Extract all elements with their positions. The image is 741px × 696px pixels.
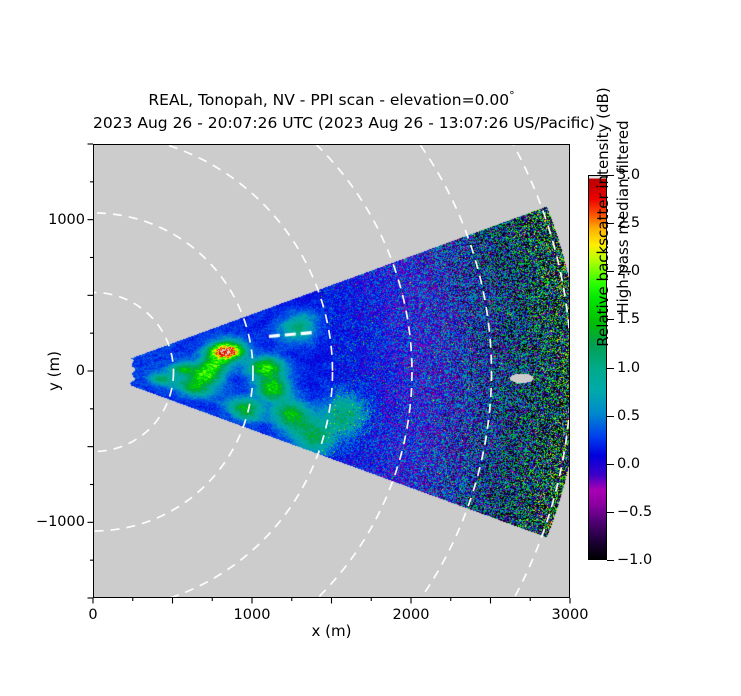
colorbar-tick-label: 2.5 bbox=[617, 215, 641, 232]
colorbar-tick-label: −1.0 bbox=[617, 552, 653, 568]
x-tick-label: 1000 bbox=[233, 607, 271, 623]
y-tick-label: −1000 bbox=[35, 514, 85, 531]
colorbar-tick bbox=[607, 415, 614, 417]
colorbar-tick-label: 1.0 bbox=[617, 359, 641, 376]
x-tick-label: 2000 bbox=[392, 607, 430, 623]
colorbar-label: Relative backscatter intensity (dB) High… bbox=[593, 67, 633, 367]
colorbar-tick-label: 0.5 bbox=[617, 407, 641, 424]
colorbar-tick-label: 2.0 bbox=[617, 263, 641, 280]
colorbar-tick bbox=[607, 223, 614, 225]
colorbar-tick-label: −0.5 bbox=[617, 503, 653, 520]
colorbar-tick-label: 0.0 bbox=[617, 455, 641, 472]
colorbar-tick bbox=[607, 560, 614, 561]
x-tick-label: 3000 bbox=[551, 607, 589, 623]
colorbar-tick bbox=[607, 511, 614, 513]
y-tick-label: 0 bbox=[75, 363, 85, 379]
y-tick-label: 1000 bbox=[48, 211, 85, 228]
plot-title: REAL, Tonopah, NV - PPI scan - elevation… bbox=[93, 84, 595, 135]
colorbar-tick-label: 1.5 bbox=[617, 311, 641, 328]
colorbar-label-line-1: Relative backscatter intensity (dB) bbox=[594, 87, 612, 347]
degree-symbol: ° bbox=[509, 89, 515, 102]
axes-clip bbox=[94, 145, 569, 597]
y-axis-label: y (m) bbox=[45, 351, 63, 391]
colorbar-tick bbox=[607, 271, 614, 273]
colorbar-tick bbox=[607, 175, 614, 176]
colorbar-tick-label: 3.0 bbox=[617, 167, 641, 183]
title-line-1: REAL, Tonopah, NV - PPI scan - elevation… bbox=[148, 89, 515, 110]
range-rings-overlay bbox=[94, 145, 569, 597]
colorbar-label-line-2: High-pass median filtered bbox=[614, 120, 632, 314]
ppi-scan-axes[interactable] bbox=[93, 144, 570, 598]
x-tick-label: 0 bbox=[88, 607, 98, 623]
x-axis-label: x (m) bbox=[311, 622, 352, 640]
colorbar-gradient bbox=[589, 176, 606, 559]
title-line-2: 2023 Aug 26 - 20:07:26 UTC (2023 Aug 26 … bbox=[93, 114, 595, 133]
colorbar-tick bbox=[607, 367, 614, 369]
colorbar[interactable] bbox=[588, 175, 607, 560]
colorbar-tick bbox=[607, 319, 614, 321]
colorbar-tick bbox=[607, 463, 614, 465]
